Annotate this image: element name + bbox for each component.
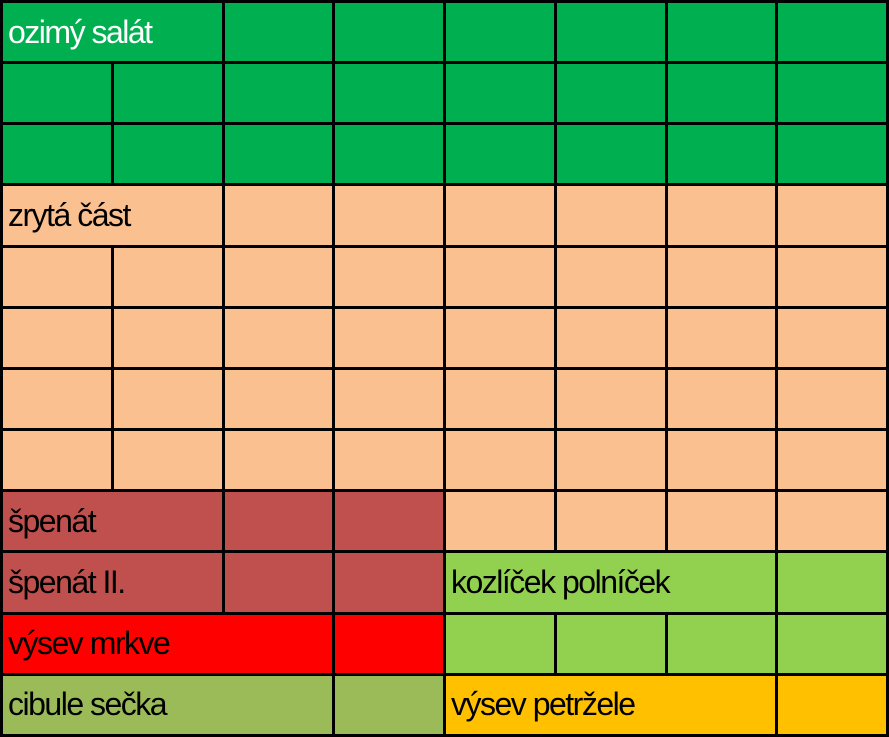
bed-cell (553, 489, 668, 554)
bed-cell (332, 122, 446, 187)
bed-cell (443, 611, 557, 676)
grid-row (0, 366, 889, 432)
bed-cell (110, 61, 225, 126)
bed-cell (332, 183, 446, 248)
grid-row: výsev mrkve (0, 611, 889, 676)
bed-cell (0, 122, 114, 187)
bed-cell (775, 366, 889, 432)
bed-cell (221, 244, 336, 309)
bed-cell (664, 0, 779, 65)
bed-cell (332, 244, 446, 309)
bed-cell (332, 428, 446, 493)
bed-cell (332, 489, 446, 554)
bed-label: výsev mrkve (0, 611, 336, 676)
grid-row: zrytá část (0, 183, 889, 248)
bed-cell (775, 61, 889, 126)
bed-cell (221, 366, 336, 432)
bed-cell (332, 0, 446, 65)
bed-cell (664, 183, 779, 248)
bed-label: špenát II. (0, 550, 225, 615)
bed-cell (443, 428, 557, 493)
bed-cell (664, 366, 779, 432)
bed-cell (332, 550, 446, 615)
bed-cell (443, 305, 557, 370)
bed-cell (0, 305, 114, 370)
bed-cell (221, 305, 336, 370)
bed-cell (443, 122, 557, 187)
bed-label: cibule sečka (0, 672, 336, 737)
grid-row: špenát (0, 489, 889, 554)
bed-cell (221, 0, 336, 65)
bed-cell (443, 0, 557, 65)
grid-row: ozimý salát (0, 0, 889, 65)
bed-cell (553, 122, 668, 187)
bed-label: kozlíček polníček (442, 550, 779, 615)
bed-cell (443, 366, 557, 432)
bed-cell (775, 244, 889, 309)
bed-cell (664, 122, 779, 187)
bed-cell (0, 428, 114, 493)
grid-row: špenát II. kozlíček polníček (0, 550, 889, 615)
bed-cell (332, 61, 446, 126)
grid-row: cibule sečka výsev petržele (0, 672, 889, 737)
grid-row (0, 122, 889, 187)
bed-cell (0, 366, 114, 432)
bed-cell (221, 428, 336, 493)
bed-cell (775, 672, 889, 737)
bed-cell (553, 611, 668, 676)
bed-label: ozimý salát (0, 0, 225, 65)
bed-cell (110, 366, 225, 432)
grid-row (0, 61, 889, 126)
bed-cell (775, 183, 889, 248)
bed-cell (110, 428, 225, 493)
bed-cell (775, 122, 889, 187)
bed-cell (553, 305, 668, 370)
bed-cell (553, 183, 668, 248)
bed-cell (553, 366, 668, 432)
bed-cell (775, 550, 889, 615)
bed-cell (221, 183, 336, 248)
bed-cell (664, 244, 779, 309)
grid-row (0, 305, 889, 370)
bed-cell (221, 550, 336, 615)
bed-cell (553, 428, 668, 493)
bed-cell (553, 61, 668, 126)
bed-label: výsev petržele (442, 672, 779, 737)
bed-cell (775, 489, 889, 554)
bed-cell (110, 305, 225, 370)
bed-cell (332, 672, 446, 737)
bed-cell (664, 611, 779, 676)
bed-cell (775, 611, 889, 676)
bed-cell (553, 0, 668, 65)
bed-cell (664, 489, 779, 554)
bed-cell (221, 61, 336, 126)
bed-cell (664, 428, 779, 493)
bed-cell (443, 183, 557, 248)
bed-cell (664, 61, 779, 126)
bed-cell (332, 611, 446, 676)
bed-cell (775, 0, 889, 65)
grid-row (0, 428, 889, 493)
bed-cell (443, 244, 557, 309)
bed-cell (443, 61, 557, 126)
bed-cell (332, 305, 446, 370)
bed-cell (553, 244, 668, 309)
bed-cell (775, 305, 889, 370)
bed-cell (110, 244, 225, 309)
bed-cell (110, 122, 225, 187)
bed-label: špenát (0, 489, 225, 554)
bed-label: zrytá část (0, 183, 225, 248)
bed-cell (0, 244, 114, 309)
bed-cell (443, 489, 557, 554)
bed-cell (775, 428, 889, 493)
bed-cell (0, 61, 114, 126)
bed-cell (221, 489, 336, 554)
bed-cell (221, 122, 336, 187)
bed-cell (664, 305, 779, 370)
bed-cell (332, 366, 446, 432)
grid-row (0, 244, 889, 309)
